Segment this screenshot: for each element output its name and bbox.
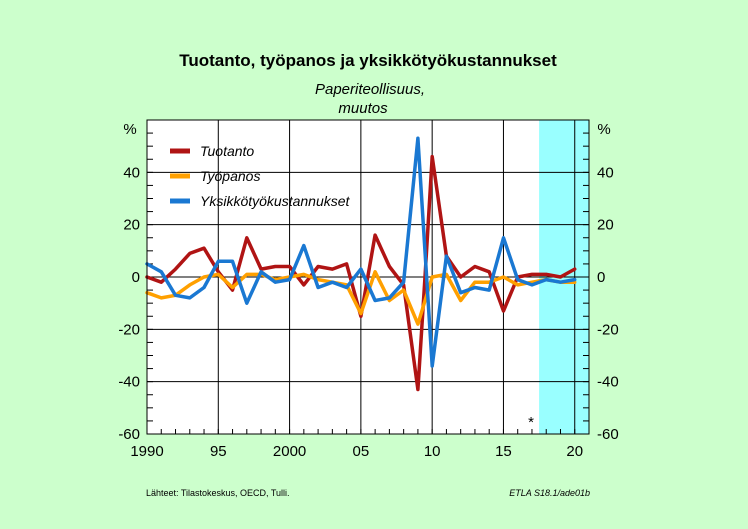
series-line-2 <box>145 270 577 326</box>
y-tick-label-right: -60 <box>597 426 619 443</box>
legend-label-1: Tuotanto <box>200 143 254 159</box>
y-tick-label-left: -40 <box>118 374 140 391</box>
y-tick-label-right: 40 <box>597 164 614 181</box>
x-tick-label: 10 <box>424 443 441 460</box>
chart-subtitle-line2: muutos <box>338 100 388 117</box>
y-tick-label-left: 0 <box>132 269 140 286</box>
y-unit-left: % <box>123 121 136 138</box>
y-tick-label-right: 0 <box>597 269 605 286</box>
x-tick-label: 05 <box>353 443 370 460</box>
ticks <box>147 132 589 434</box>
y-unit-right: % <box>597 121 610 138</box>
y-tick-label-right: -40 <box>597 374 619 391</box>
chart-title: Tuotanto, työpanos ja yksikkötyökustannu… <box>179 51 557 70</box>
series-group <box>145 136 577 392</box>
y-tick-label-left: -60 <box>118 426 140 443</box>
legend-label-3: Yksikkötyökustannukset <box>200 193 351 209</box>
y-tick-label-right: -20 <box>597 321 619 338</box>
y-axis-labels: 40 40 20 20 0 0 -20 -20 -40 -40 -60 -60 <box>118 164 618 443</box>
legend: Tuotanto Työpanos Yksikkötyökustannukset <box>170 143 351 209</box>
source-note: Lähteet: Tilastokeskus, OECD, Tulli. <box>146 488 290 498</box>
y-tick-label-right: 20 <box>597 217 614 234</box>
y-tick-label-left: 20 <box>123 217 140 234</box>
chart-reference: ETLA S18.1/ade01b <box>509 488 590 498</box>
x-tick-label: 1990 <box>130 443 163 460</box>
chart-subtitle-line1: Paperiteollisuus, <box>315 81 425 98</box>
x-tick-label: 95 <box>210 443 227 460</box>
x-tick-label: 20 <box>566 443 583 460</box>
series-line-3 <box>145 136 577 368</box>
x-tick-label: 2000 <box>273 443 306 460</box>
legend-label-2: Työpanos <box>200 168 260 184</box>
y-tick-label-left: -20 <box>118 321 140 338</box>
x-axis-labels: 1990 95 2000 05 10 15 20 <box>130 443 583 460</box>
y-tick-label-left: 40 <box>123 164 140 181</box>
x-tick-label: 15 <box>495 443 512 460</box>
forecast-marker: * <box>528 414 534 431</box>
plot-frame <box>146 119 590 435</box>
